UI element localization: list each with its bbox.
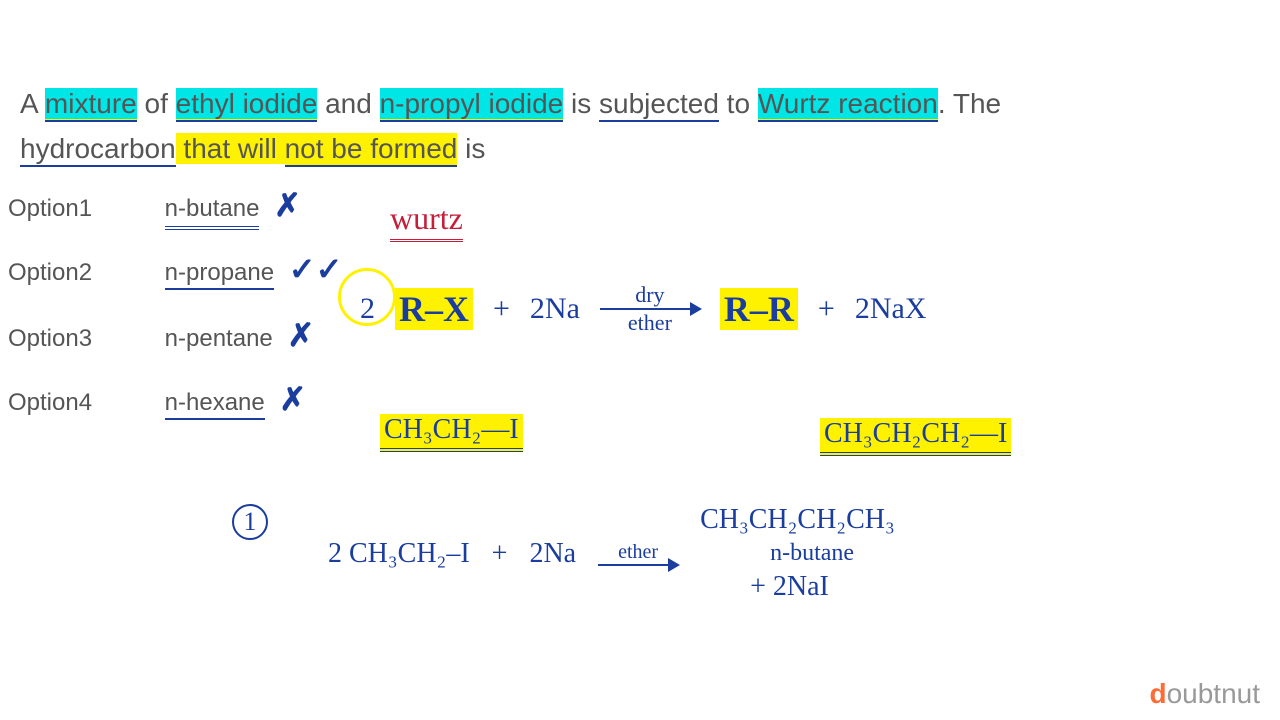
- q-mixture-hl: mixture: [45, 88, 137, 119]
- option-4: Option4 n-hexane ✗: [8, 380, 306, 420]
- step1-na: 2Na: [529, 538, 576, 570]
- q-text: and: [317, 88, 379, 119]
- reactant-2-formula: CH₃CH₂CH₂—I: [820, 418, 1011, 456]
- question-text: A mixture of ethyl iodide and n-propyl i…: [20, 82, 1220, 172]
- q-text: to: [719, 88, 758, 119]
- step1-lhs: 2 CH₃CH₂–I: [328, 538, 470, 570]
- reactant-1: CH₃CH₂—I: [380, 414, 523, 446]
- option-label: Option3: [8, 325, 158, 353]
- rr-term: R–R: [720, 288, 798, 330]
- q-wurtz: Wurtz reaction: [758, 88, 938, 122]
- x-mark-icon: ✗: [287, 316, 314, 354]
- option-label: Option1: [8, 195, 158, 223]
- q-text: . The: [938, 88, 1001, 119]
- option-1: Option1 n-butane ✗: [8, 186, 301, 230]
- x-mark-icon: ✗: [274, 186, 301, 224]
- q-text: that will: [176, 133, 285, 164]
- q-wurtz-hl: Wurtz reaction: [758, 88, 938, 119]
- step1-product-name: n-butane: [770, 540, 854, 567]
- nax-term: 2NaX: [855, 292, 927, 326]
- rx-term: R–X: [395, 288, 473, 330]
- q-ethyl-hl: ethyl iodide: [176, 88, 318, 119]
- step1-products: CH₃CH₂CH₂CH₃ n-butane + 2NaI: [700, 504, 895, 603]
- q-npropyl-hl: n-propyl iodide: [380, 88, 564, 119]
- step1-product: CH₃CH₂CH₂CH₃: [700, 504, 895, 536]
- q-notbe: not be formed: [285, 133, 458, 167]
- q-text: A: [20, 88, 45, 119]
- option-value: n-pentane: [165, 325, 273, 353]
- plus-sign: +: [493, 292, 510, 326]
- wurtz-equation: 2 R–X + 2Na dry ether R–R + 2NaX: [360, 282, 926, 336]
- option-value: n-hexane: [165, 389, 265, 420]
- q-mixture: mixture: [45, 88, 137, 122]
- wurtz-handwriting: wurtz: [390, 200, 463, 242]
- reactant-1-formula: CH₃CH₂—I: [380, 414, 523, 452]
- na-term: 2Na: [530, 292, 580, 326]
- q-npropyl: n-propyl iodide: [380, 88, 564, 122]
- step-1-equation: 2 CH₃CH₂–I + 2Na ether CH₃CH₂CH₂CH₃ n-bu…: [328, 504, 895, 603]
- cond-bot: ether: [628, 310, 672, 336]
- option-value: n-propane: [165, 259, 274, 290]
- plus-sign: +: [492, 538, 508, 570]
- brand-logo: doubtnut: [1149, 678, 1260, 710]
- check-mark-icon: ✓✓: [289, 250, 343, 288]
- option-value: n-butane: [165, 195, 260, 230]
- reaction-arrow-icon: ether: [598, 541, 678, 566]
- step-number-1: 1: [232, 504, 268, 540]
- reactant-2: CH₃CH₂CH₂—I: [820, 418, 1011, 450]
- q-text: is: [457, 133, 485, 164]
- q-text: of: [137, 88, 176, 119]
- option-label: Option2: [8, 259, 158, 287]
- cond-top: dry: [635, 282, 664, 308]
- q-text: is: [563, 88, 599, 119]
- q-hydro: hydrocarbon: [20, 133, 176, 167]
- logo-rest: oubtnut: [1167, 678, 1260, 709]
- option-2: Option2 n-propane ✓✓: [8, 250, 342, 290]
- option-label: Option4: [8, 389, 158, 417]
- q-subjected: subjected: [599, 88, 719, 122]
- x-mark-icon: ✗: [279, 380, 306, 418]
- step1-byproduct: + 2NaI: [750, 571, 829, 603]
- option-3: Option3 n-pentane ✗: [8, 316, 314, 354]
- plus-sign: +: [818, 292, 835, 326]
- step1-cond: ether: [618, 541, 658, 564]
- coef-2: 2: [360, 292, 375, 326]
- q-ethyl: ethyl iodide: [176, 88, 318, 122]
- reaction-arrow-icon: dry ether: [600, 282, 700, 336]
- logo-d: d: [1149, 678, 1166, 709]
